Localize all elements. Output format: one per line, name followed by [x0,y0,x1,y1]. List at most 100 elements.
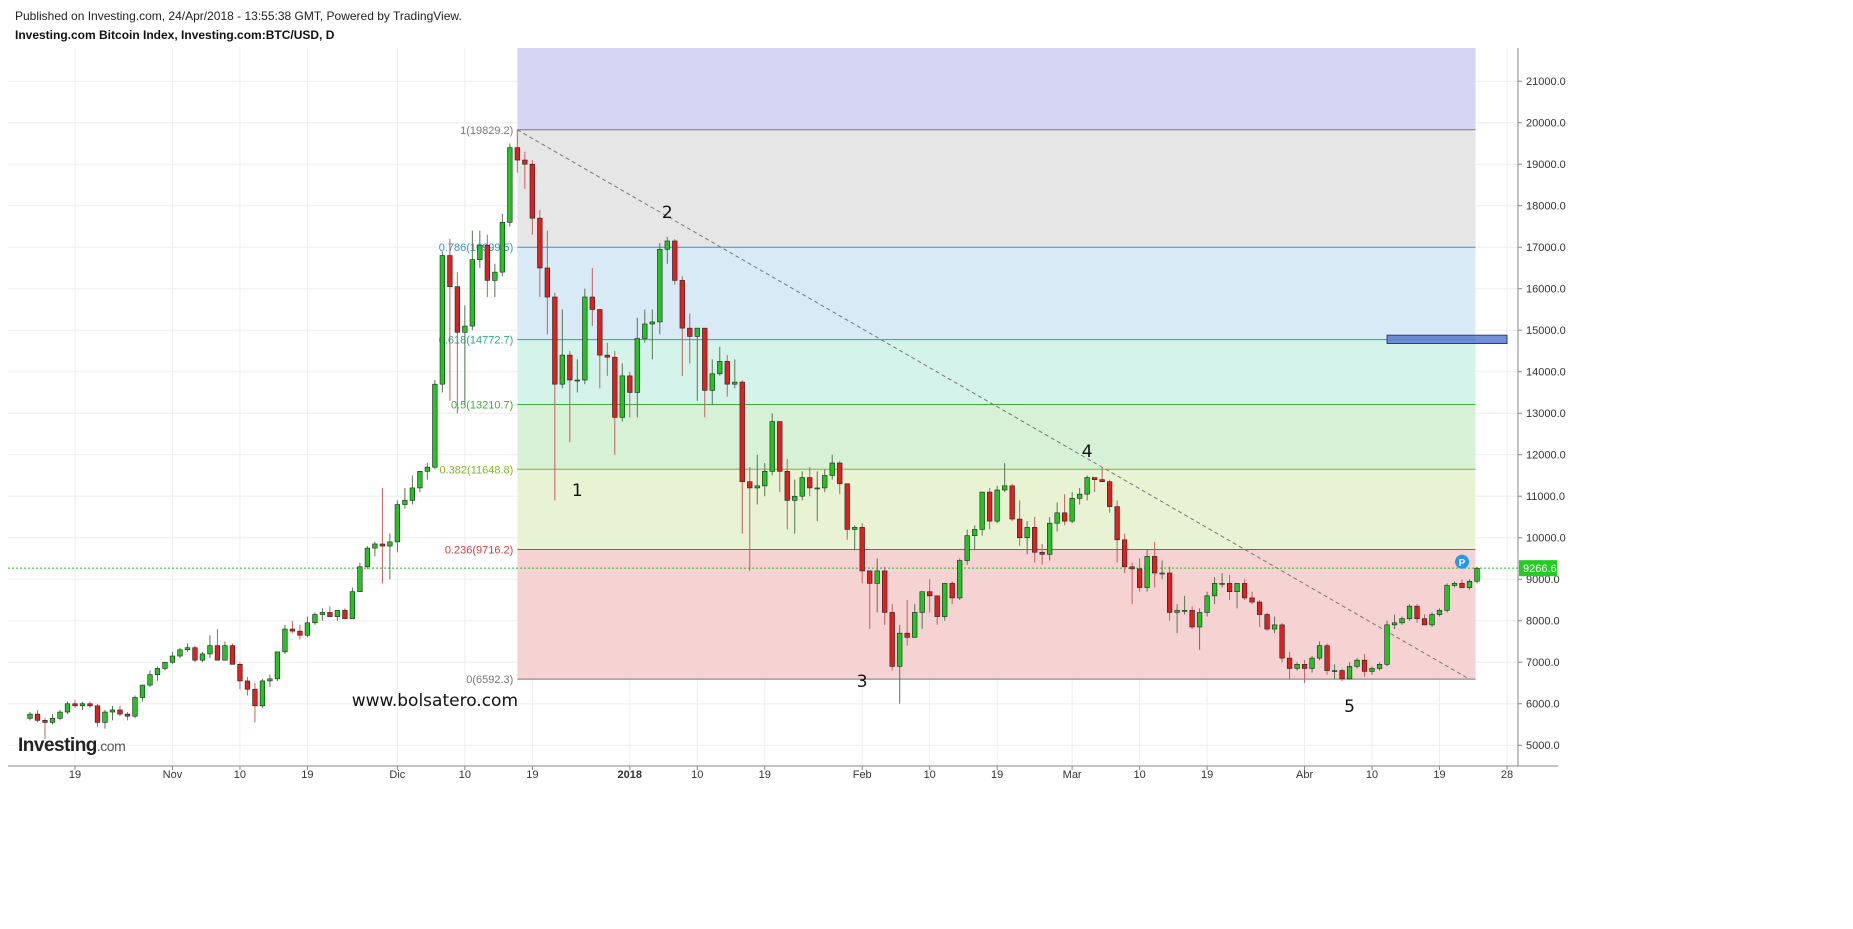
candle-body [484,244,490,281]
candle-body [762,471,768,487]
last-price-tag-label: 9266.6 [1523,563,1557,575]
candle [462,305,468,405]
candle [94,703,101,727]
candle [439,251,445,393]
fib-zone-top [517,48,1476,130]
candle-body [1062,512,1068,522]
fib-level-label: 0.5(13210.7) [451,399,513,411]
candle [1129,562,1135,605]
candle [1429,612,1435,627]
candle [49,714,56,725]
candle-body [694,327,700,337]
last-price-tag-bg [1519,560,1557,577]
candle [417,471,423,493]
y-tick-label: 15000.0 [1526,325,1566,337]
candle-body [544,267,550,298]
candle-body [1324,645,1330,671]
candle [132,695,138,719]
candle [934,595,940,625]
candle-body [1309,657,1315,669]
candle [1159,560,1165,580]
candle-body [627,375,633,393]
candle [1002,463,1008,493]
candle [544,230,550,335]
published-info: Published on Investing.com, 24/Apr/2018 … [15,9,462,23]
wave-label: 2 [662,203,673,223]
candle [1256,599,1263,627]
candle-body [507,147,513,223]
y-tick-label: 5000.0 [1526,740,1560,752]
candle [709,359,715,405]
candle-body [844,483,850,530]
candle [1264,612,1270,632]
candle [814,471,820,522]
candle [1466,579,1473,590]
candle [334,610,341,621]
candle [739,380,745,534]
candle-body [462,325,468,333]
candle-body [1301,664,1308,669]
candle [432,380,438,470]
candle [1339,668,1345,681]
y-tick-label: 21000.0 [1526,76,1566,88]
candle-body [574,379,580,382]
candle-body [1017,518,1023,539]
candle [1346,662,1353,680]
candle-body [282,628,288,653]
x-tick-label: 19 [301,769,313,781]
marker-label: P [1459,558,1466,569]
candle [582,288,588,385]
y-tick-label: 7000.0 [1526,657,1560,669]
candle-body [27,713,33,719]
candle-body [1002,485,1008,491]
candle-body [889,612,895,667]
y-tick-label: 19000.0 [1526,159,1566,171]
candle [57,709,63,721]
candle [1399,616,1405,625]
candle [522,151,528,190]
candle-body [957,560,963,599]
candle-body [94,705,101,723]
candle [1196,608,1203,650]
candle-body [252,688,258,707]
candle [177,647,183,659]
candle-body [867,570,873,584]
candle-body [34,713,41,721]
candle [252,682,258,723]
symbol-title: Investing.com Bitcoin Index, Investing.c… [15,28,335,42]
candle-body [679,280,685,329]
candle [1474,566,1480,584]
candle-body [319,612,326,615]
candle [732,359,738,389]
candle [927,579,933,613]
y-tick-label: 20000.0 [1526,118,1566,130]
candle [1294,662,1300,671]
candle-body [777,421,783,472]
candle [957,558,963,600]
candle-body [619,375,625,418]
candle [147,670,153,688]
candle [657,243,663,335]
candle-body [1009,485,1015,520]
candle-body [934,595,940,617]
candle [762,463,768,497]
candle [1024,521,1030,555]
candle [717,346,723,376]
candle [1166,566,1173,621]
candle [1376,662,1383,671]
candle [1151,541,1158,588]
wave-label: 4 [1082,442,1093,462]
candle [889,604,895,671]
candle [1361,653,1368,677]
candle [342,608,348,619]
candle-body [582,296,588,381]
fib-level-label: 0.382(11648.8) [440,464,514,476]
candle-body [747,481,753,489]
candle [409,475,415,505]
candle-body [912,612,918,638]
candle-body [57,711,63,719]
chart-header: Published on Investing.com, 24/Apr/2018 … [15,8,462,43]
candle [222,641,228,661]
candle-body [432,383,438,468]
